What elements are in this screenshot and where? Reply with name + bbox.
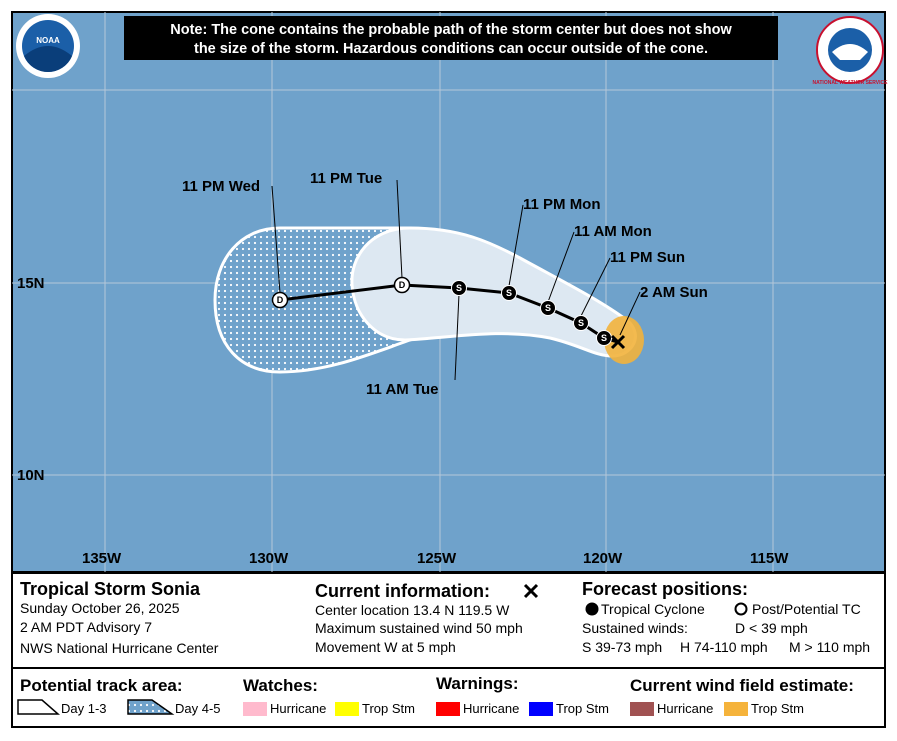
time-label: 11 PM Wed xyxy=(182,178,260,195)
info-panel xyxy=(11,572,886,728)
logo-text: NOAA xyxy=(36,36,60,45)
time-label: 11 AM Tue xyxy=(366,381,439,398)
storm-name: Tropical Storm Sonia xyxy=(20,579,201,599)
legend-title: Potential track area: xyxy=(20,676,183,695)
swatch xyxy=(529,702,553,716)
day13-icon xyxy=(17,699,60,715)
legend-text: Hurricane xyxy=(270,701,326,716)
time-label: 11 PM Mon xyxy=(523,196,601,213)
legend-text: Hurricane xyxy=(463,701,519,716)
tc-icon xyxy=(585,602,599,616)
swatch xyxy=(630,702,654,716)
note-line: the size of the storm. Hazardous conditi… xyxy=(194,41,708,57)
info-text: D < 39 mph xyxy=(735,620,808,636)
x-icon xyxy=(523,583,539,599)
info-text: Center location 13.4 N 119.5 W xyxy=(315,602,510,618)
lat-label: 10N xyxy=(17,467,45,484)
swatch xyxy=(243,702,267,716)
legend-text: Trop Stm xyxy=(362,701,415,716)
leader-lines xyxy=(271,179,641,381)
legend-text: Trop Stm xyxy=(556,701,609,716)
lon-label: 115W xyxy=(750,550,789,567)
swatch xyxy=(724,702,748,716)
legend-title: Watches: xyxy=(243,676,318,695)
wind-field xyxy=(604,316,644,364)
time-label: 11 PM Sun xyxy=(610,249,685,266)
info-text: Tropical Cyclone xyxy=(601,601,705,617)
swatch xyxy=(436,702,460,716)
note-box xyxy=(124,16,778,60)
point-letter: D xyxy=(399,280,406,290)
info-text: NWS National Hurricane Center xyxy=(20,640,219,656)
info-text: Sunday October 26, 2025 xyxy=(20,600,180,616)
day45-icon xyxy=(127,699,175,715)
point-letter: S xyxy=(456,283,462,293)
noaa-logo: NOAA xyxy=(16,14,80,78)
ptc-icon xyxy=(734,602,748,616)
legend-text: Day 1-3 xyxy=(61,701,107,716)
point-letter: S xyxy=(545,303,551,313)
note-line: Note: The cone contains the probable pat… xyxy=(170,22,732,38)
swatch xyxy=(335,702,359,716)
info-text: Sustained winds: xyxy=(582,620,688,636)
lon-label: 135W xyxy=(82,550,122,567)
info-text: Maximum sustained wind 50 mph xyxy=(315,620,523,636)
info-text: Post/Potential TC xyxy=(752,601,861,617)
info-text: 2 AM PDT Advisory 7 xyxy=(20,619,152,635)
point-letter: S xyxy=(506,288,512,298)
legend-title: Current wind field estimate: xyxy=(630,676,854,695)
point-letter: S xyxy=(578,318,584,328)
lon-label: 120W xyxy=(583,550,623,567)
nws-logo: NATIONAL WEATHER SERVICE xyxy=(813,16,889,86)
logo-text: NATIONAL WEATHER SERVICE xyxy=(813,80,889,86)
time-label: 11 AM Mon xyxy=(574,223,652,240)
legend-title: Warnings: xyxy=(436,674,518,693)
info-text: M > 110 mph xyxy=(789,639,870,655)
time-label: 2 AM Sun xyxy=(640,284,708,301)
lat-label: 15N xyxy=(17,275,45,292)
lon-label: 125W xyxy=(417,550,457,567)
info-text: Movement W at 5 mph xyxy=(315,639,456,655)
time-label: 11 PM Tue xyxy=(310,170,382,187)
legend-text: Hurricane xyxy=(657,701,713,716)
legend-text: Day 4-5 xyxy=(175,701,221,716)
forecast-title: Forecast positions: xyxy=(582,579,748,599)
legend-text: Trop Stm xyxy=(751,701,804,716)
lon-label: 130W xyxy=(249,550,289,567)
point-letter: S xyxy=(601,333,607,343)
info-text: H 74-110 mph xyxy=(680,639,768,655)
track-points: S S S S S D D xyxy=(271,276,626,350)
info-text: S 39-73 mph xyxy=(582,639,662,655)
current-position xyxy=(610,334,626,350)
current-title: Current information: xyxy=(315,581,490,601)
point-letter: D xyxy=(277,295,284,305)
